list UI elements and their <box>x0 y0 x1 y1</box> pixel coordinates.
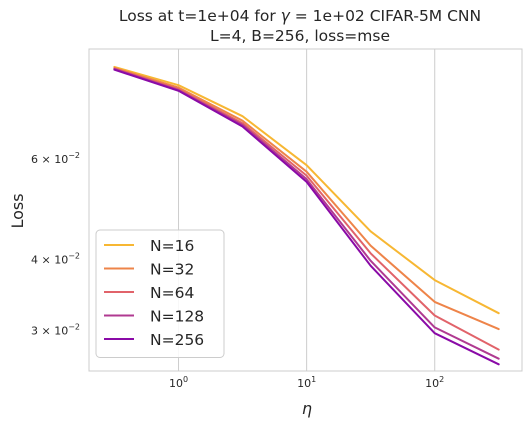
x-tick-label: 100 <box>169 375 188 390</box>
x-tick-label: 101 <box>297 375 316 390</box>
legend-label: N=32 <box>150 261 194 279</box>
series-line-n-256 <box>113 68 500 366</box>
x-axis-label: η <box>302 399 312 418</box>
y-tick-label: 6 × 10−2 <box>31 151 80 166</box>
y-tick-label: 3 × 10−2 <box>31 323 80 338</box>
y-tick-label: 4 × 10−2 <box>31 251 80 266</box>
legend-label: N=16 <box>150 237 194 255</box>
series-line-n-32 <box>113 67 500 331</box>
y-axis-ticks: 6 × 10−2 4 × 10−2 3 × 10−2 <box>31 151 80 338</box>
chart-title-line1: Loss at t=1e+04 for γ = 1e+02 CIFAR-5M C… <box>119 7 481 25</box>
series-line-n-16 <box>113 65 500 315</box>
y-axis-label: Loss <box>8 193 27 228</box>
chart-title-line2: L=4, B=256, loss=mse <box>210 27 390 45</box>
legend: N=16 N=32 N=64 N=128 N=256 <box>95 229 225 358</box>
plot-area-frame <box>88 48 523 372</box>
legend-box <box>95 229 225 358</box>
legend-label: N=128 <box>150 308 204 326</box>
plot-series <box>113 65 500 366</box>
legend-label: N=256 <box>150 331 204 349</box>
legend-label: N=64 <box>150 284 194 302</box>
x-axis-ticks: 100 101 102 <box>169 375 444 390</box>
x-tick-label: 102 <box>425 375 444 390</box>
